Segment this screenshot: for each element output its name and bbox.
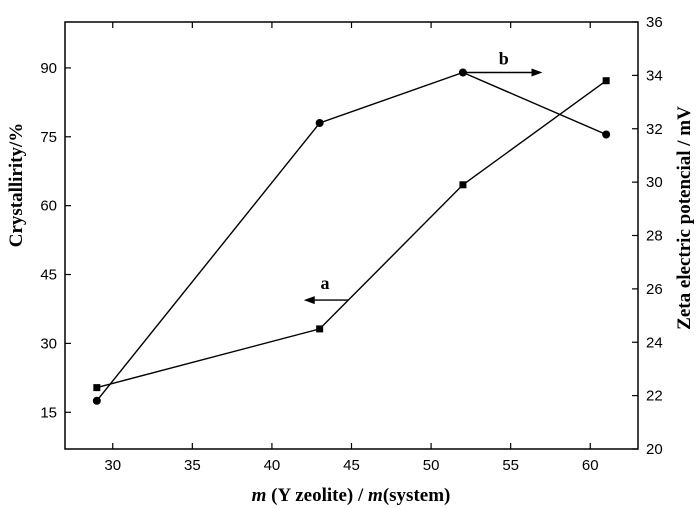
y-left-tick-label: 15 — [40, 404, 57, 421]
x-axis-title-m2: m — [368, 485, 383, 506]
y-right-tick-label: 20 — [646, 441, 663, 458]
x-tick-label: 40 — [264, 457, 281, 474]
plot-frame — [64, 21, 639, 450]
series-1-point — [93, 384, 101, 392]
y-right-tick-label: 26 — [646, 281, 663, 298]
y-right-tick-label: 24 — [646, 334, 663, 351]
y-left-tick-label: 30 — [40, 335, 57, 352]
x-axis-title: m (Y zeolite) / m(system) — [252, 485, 451, 506]
series-0-line — [96, 71, 607, 402]
x-axis-title-m1: m — [252, 485, 267, 506]
y-left-tick-label: 45 — [40, 267, 57, 284]
series-layer — [92, 68, 611, 405]
y-right-tick-label: 32 — [646, 121, 663, 138]
y-right-tick-label: 28 — [646, 228, 663, 245]
x-tick-label: 35 — [184, 457, 201, 474]
x-tick-label: 55 — [502, 457, 519, 474]
series-0-point — [315, 119, 324, 128]
y-right-tick-label: 30 — [646, 174, 663, 191]
y-left-tick-label: 75 — [40, 129, 57, 146]
y-left-tick-label: 60 — [40, 198, 57, 215]
annotation-b-label: b — [499, 49, 509, 69]
x-tick-label: 30 — [104, 457, 121, 474]
y-axis-right-title: Zeta electric potencial / mV — [674, 106, 695, 330]
axis-ticks: 30 35 40 45 50 55 60 15 30 45 60 75 90 20 22 24 26 28 30 32… — [40, 14, 662, 474]
x-axis-title-part1: (Y zeolite) / — [266, 485, 368, 506]
series-1-point — [459, 181, 467, 189]
annotation-arrowhead — [531, 68, 543, 77]
annotation-a-label: a — [321, 273, 330, 293]
series-0-point — [92, 396, 101, 405]
y-left-tick-label: 90 — [40, 60, 57, 77]
y-right-tick-label: 22 — [646, 388, 663, 405]
x-axis-title-part2: (system) — [383, 485, 451, 506]
y-axis-left-title: Crystallirity/% — [6, 123, 27, 248]
series-0-point — [602, 130, 611, 139]
x-tick-label: 50 — [423, 457, 440, 474]
series-1-point — [602, 77, 610, 85]
annotations-layer: ab — [303, 49, 543, 305]
y-right-tick-label: 34 — [646, 67, 663, 84]
annotation-arrowhead — [303, 296, 315, 305]
x-tick-label: 60 — [582, 457, 599, 474]
x-tick-label: 45 — [343, 457, 360, 474]
series-1-line — [96, 80, 607, 389]
series-1-point — [316, 325, 324, 333]
y-right-tick-label: 36 — [646, 14, 663, 31]
